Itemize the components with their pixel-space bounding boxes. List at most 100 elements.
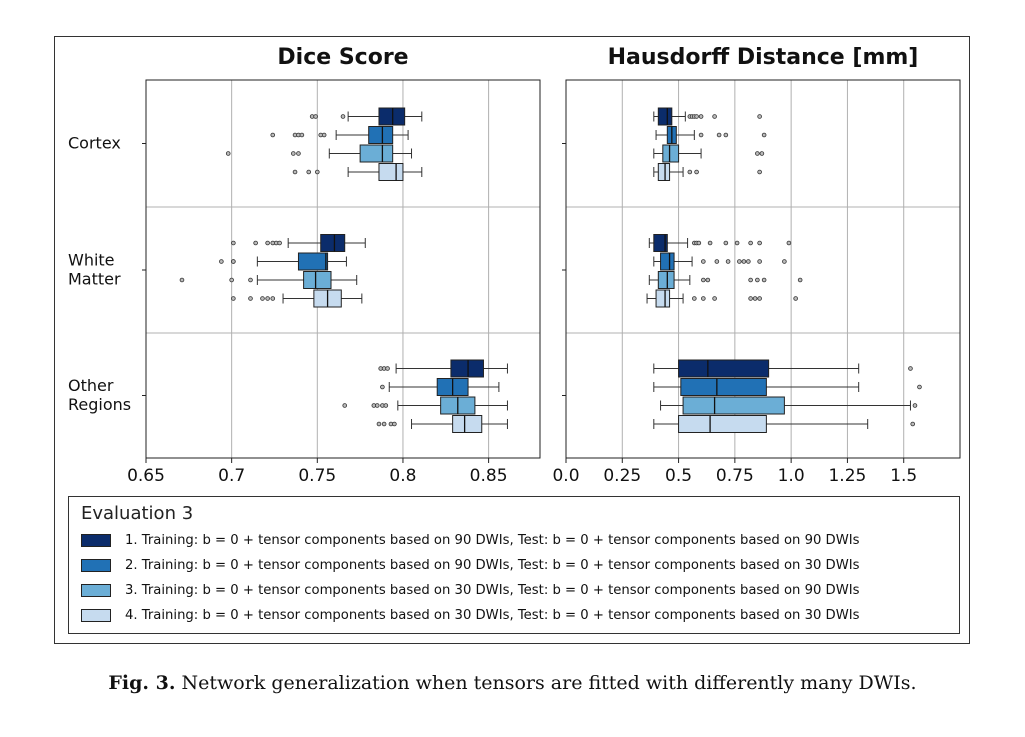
flier-point (712, 114, 717, 119)
y-tick-label: Other Regions (68, 376, 131, 414)
flier-point (746, 259, 751, 264)
flier-point (908, 366, 913, 371)
box-cortex-series-4 (292, 163, 423, 181)
caption-label: Fig. 3. (108, 672, 176, 694)
flier-point (277, 240, 282, 246)
flier-point (912, 403, 918, 408)
x-tick-label: 1.25 (828, 466, 866, 486)
flier-point (260, 296, 265, 301)
flier-point (374, 403, 380, 408)
box-cortex-series-4 (653, 163, 762, 181)
box-body (359, 144, 394, 163)
x-tick-label: 0.8 (389, 466, 416, 486)
flier-point (701, 296, 706, 301)
box-other-regions-series-4 (653, 415, 916, 433)
panel-axes (145, 79, 541, 459)
legend-label-3: 3. Training: b = 0 + tensor components b… (125, 582, 860, 598)
flier-point (698, 114, 704, 119)
box-white-matter-series-4 (646, 289, 798, 308)
flier-point (229, 277, 234, 283)
box-other-regions-series-3 (660, 396, 918, 415)
flier-point (340, 114, 346, 119)
flier-point (797, 277, 803, 283)
box-cortex-series-2 (655, 126, 767, 144)
legend-label-1: 1. Training: b = 0 + tensor components b… (125, 532, 860, 548)
flier-point (755, 277, 760, 283)
legend-swatch-4 (81, 608, 111, 622)
flier-point (793, 296, 798, 301)
box-body (320, 234, 346, 252)
flier-point (385, 366, 390, 371)
x-tick-label: 0.7 (218, 466, 245, 486)
flier-point (315, 169, 320, 175)
x-tick-label: 1.0 (778, 466, 805, 486)
flier-point (707, 240, 713, 246)
flier-point (265, 240, 270, 246)
flier-point (714, 259, 720, 264)
x-tick-label: 0.5 (665, 466, 692, 486)
flier-point (741, 259, 747, 264)
flier-point (299, 132, 305, 138)
flier-point (321, 132, 327, 138)
panel-title: Dice Score (277, 45, 408, 70)
box-body (303, 271, 332, 289)
caption-text: Network generalization when tensors are … (181, 672, 917, 694)
flier-point (705, 277, 711, 283)
box-body (682, 396, 785, 415)
flier-point (225, 151, 231, 156)
x-tick-label: 0.75 (716, 466, 754, 486)
box-other-regions-series-2 (380, 378, 500, 396)
flier-point (313, 114, 318, 119)
box-cortex-series-2 (270, 126, 409, 144)
y-tick-label: White Matter (68, 251, 121, 289)
box-other-regions-series-1 (653, 359, 913, 378)
figure-caption: Fig. 3. Network generalization when tens… (0, 672, 1025, 694)
box-body (680, 378, 767, 396)
box-other-regions-series-3 (342, 396, 508, 415)
legend-item-1: 1. Training: b = 0 + tensor components b… (81, 529, 860, 551)
legend-label-4: 4. Training: b = 0 + tensor components b… (125, 607, 860, 623)
flier-point (306, 169, 312, 175)
flier-point (752, 296, 758, 301)
flier-point (179, 277, 185, 283)
box-cortex-series-3 (225, 144, 413, 163)
x-tick-label: 1.5 (890, 466, 917, 486)
flier-point (757, 169, 762, 175)
flier-point (696, 240, 702, 246)
legend-swatch-3 (81, 583, 111, 597)
flier-point (381, 421, 387, 427)
flier-point (231, 296, 236, 301)
x-tick-label: 0.65 (127, 466, 165, 486)
box-body (678, 415, 767, 433)
figure-frame (54, 36, 970, 644)
flier-point (748, 296, 753, 301)
flier-point (757, 296, 762, 301)
legend: Evaluation 3 1. Training: b = 0 + tensor… (68, 496, 960, 634)
box-cortex-series-1 (309, 107, 423, 126)
box-white-matter-series-3 (648, 271, 803, 289)
flier-point (723, 132, 729, 138)
flier-point (734, 240, 740, 246)
legend-swatch-2 (81, 558, 111, 572)
box-body (450, 359, 484, 378)
flier-point (342, 403, 348, 408)
box-body (378, 163, 404, 181)
flier-point (291, 151, 296, 156)
box-white-matter-series-2 (653, 252, 787, 271)
legend-item-2: 2. Training: b = 0 + tensor components b… (81, 554, 860, 576)
box-white-matter-series-4 (231, 289, 363, 308)
box-body (678, 359, 770, 378)
flier-point (782, 259, 787, 264)
box-other-regions-series-2 (653, 378, 922, 396)
box-body (657, 163, 671, 181)
flier-point (219, 259, 224, 264)
x-tick-label: 0.75 (298, 466, 336, 486)
flier-point (716, 132, 722, 138)
box-body (378, 107, 406, 126)
flier-point (761, 132, 767, 138)
box-cortex-series-3 (653, 144, 765, 163)
flier-point (757, 114, 762, 119)
box-white-matter-series-1 (231, 234, 366, 252)
box-white-matter-series-2 (219, 252, 347, 271)
